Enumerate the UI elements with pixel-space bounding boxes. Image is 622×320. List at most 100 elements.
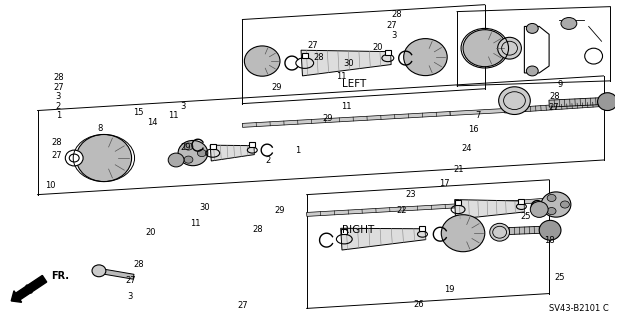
Bar: [341, 229, 347, 235]
Ellipse shape: [92, 265, 106, 277]
Text: 3: 3: [56, 92, 61, 101]
Text: 29: 29: [274, 206, 285, 215]
Bar: [518, 199, 524, 204]
Text: SV43-B2101 C: SV43-B2101 C: [549, 304, 609, 313]
Ellipse shape: [184, 143, 193, 150]
Text: 27: 27: [125, 276, 136, 285]
Text: 2: 2: [265, 156, 271, 164]
Ellipse shape: [560, 201, 569, 208]
Text: 17: 17: [439, 179, 450, 188]
Text: 30: 30: [343, 59, 355, 68]
Ellipse shape: [539, 220, 561, 240]
Polygon shape: [210, 145, 254, 161]
Text: 10: 10: [45, 181, 56, 190]
Text: 28: 28: [313, 52, 324, 62]
Bar: [455, 200, 461, 205]
FancyArrow shape: [11, 276, 47, 302]
Text: 19: 19: [444, 285, 455, 294]
Ellipse shape: [463, 30, 506, 67]
Text: 3: 3: [128, 292, 133, 300]
Ellipse shape: [168, 153, 184, 167]
Bar: [302, 53, 308, 58]
Ellipse shape: [244, 46, 280, 76]
Text: 28: 28: [392, 11, 402, 20]
Ellipse shape: [498, 37, 521, 59]
Polygon shape: [455, 200, 524, 219]
Text: 27: 27: [387, 21, 397, 30]
Text: 29: 29: [272, 83, 282, 92]
Polygon shape: [307, 201, 514, 216]
Text: FR.: FR.: [52, 271, 70, 281]
Ellipse shape: [184, 156, 193, 163]
Polygon shape: [504, 226, 554, 235]
Text: 15: 15: [133, 108, 144, 117]
Text: 8: 8: [97, 124, 103, 133]
Text: 21: 21: [453, 165, 464, 174]
Text: 22: 22: [396, 206, 407, 215]
Text: 14: 14: [147, 117, 157, 126]
Text: 28: 28: [550, 92, 560, 100]
Text: 29: 29: [322, 114, 333, 123]
Text: 28: 28: [133, 260, 144, 269]
Text: 27: 27: [548, 103, 559, 112]
Polygon shape: [549, 97, 611, 107]
Ellipse shape: [490, 223, 509, 241]
Text: 20: 20: [372, 43, 383, 52]
Text: 23: 23: [405, 190, 415, 199]
Ellipse shape: [65, 150, 83, 166]
Text: 9: 9: [557, 80, 563, 90]
Text: 27: 27: [53, 83, 64, 92]
Text: 26: 26: [413, 300, 424, 308]
Polygon shape: [514, 198, 554, 204]
Ellipse shape: [585, 48, 603, 64]
Text: 11: 11: [190, 219, 201, 228]
Ellipse shape: [598, 93, 618, 110]
Polygon shape: [98, 268, 134, 279]
Bar: [385, 50, 391, 54]
Text: 20: 20: [146, 228, 156, 237]
Bar: [210, 144, 216, 149]
Ellipse shape: [404, 39, 447, 76]
Text: LEFT: LEFT: [341, 79, 366, 89]
Text: 27: 27: [307, 41, 318, 50]
Text: 1: 1: [295, 146, 300, 155]
Text: 3: 3: [391, 31, 397, 40]
Text: 29: 29: [180, 143, 191, 152]
Ellipse shape: [531, 202, 548, 217]
Polygon shape: [341, 228, 425, 250]
Bar: [249, 142, 255, 147]
Polygon shape: [524, 27, 549, 73]
Text: 30: 30: [199, 203, 210, 212]
Text: 2: 2: [56, 102, 61, 111]
Ellipse shape: [178, 140, 208, 166]
Text: 28: 28: [53, 73, 64, 82]
Ellipse shape: [547, 195, 556, 202]
Ellipse shape: [547, 207, 556, 215]
Ellipse shape: [499, 87, 531, 115]
Polygon shape: [243, 112, 450, 127]
Bar: [419, 226, 425, 231]
Text: 11: 11: [169, 111, 179, 120]
Text: 7: 7: [475, 111, 481, 120]
Text: 28: 28: [51, 138, 62, 147]
Ellipse shape: [441, 215, 485, 252]
Text: 3: 3: [181, 102, 186, 111]
Text: 1: 1: [56, 111, 61, 120]
Polygon shape: [301, 50, 391, 76]
Text: 16: 16: [468, 125, 479, 134]
Ellipse shape: [76, 134, 132, 181]
Text: RIGHT: RIGHT: [341, 225, 374, 235]
Ellipse shape: [561, 18, 577, 29]
Ellipse shape: [526, 66, 538, 76]
Text: 27: 27: [238, 301, 248, 310]
Polygon shape: [450, 108, 504, 116]
Ellipse shape: [526, 23, 538, 33]
Polygon shape: [504, 101, 609, 113]
Text: 24: 24: [462, 144, 471, 153]
Text: 27: 27: [51, 151, 62, 160]
Text: 28: 28: [252, 225, 262, 234]
Text: 18: 18: [544, 236, 555, 245]
Text: 25: 25: [555, 273, 565, 282]
Ellipse shape: [197, 149, 207, 156]
Text: 25: 25: [520, 212, 531, 221]
